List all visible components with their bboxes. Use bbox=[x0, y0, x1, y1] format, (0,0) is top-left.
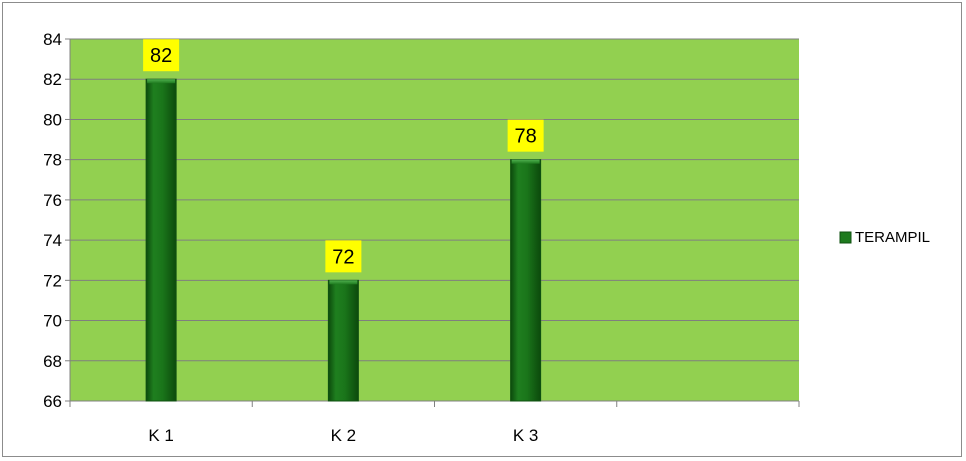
legend-swatch bbox=[839, 231, 852, 244]
data-label: 82 bbox=[150, 45, 172, 67]
data-label: 72 bbox=[332, 246, 354, 268]
y-tick-label: 66 bbox=[43, 392, 62, 411]
y-tick-label: 74 bbox=[43, 231, 62, 250]
x-axis: K 1 K 2 K 3 bbox=[69, 400, 800, 445]
bar-top-highlight bbox=[147, 79, 176, 84]
data-label-box bbox=[143, 39, 180, 72]
y-tick-label: 80 bbox=[43, 110, 62, 129]
bar bbox=[145, 78, 177, 402]
data-label-box bbox=[325, 240, 362, 273]
bar bbox=[327, 279, 359, 402]
bar-chart: 66 68 70 72 74 76 78 80 82 84 K 1 K 2 K 3 82 72 78 TE… bbox=[43, 30, 930, 445]
y-tick-label: 72 bbox=[43, 271, 62, 290]
y-tick-label: 70 bbox=[43, 312, 62, 331]
x-tick-label: K 1 bbox=[148, 426, 174, 445]
data-label: 78 bbox=[515, 126, 537, 148]
data-labels: 82 72 78 bbox=[143, 39, 544, 273]
y-tick-label: 78 bbox=[43, 151, 62, 170]
x-tick-label: K 2 bbox=[331, 426, 357, 445]
plot-area bbox=[70, 39, 799, 401]
y-tick-label: 76 bbox=[43, 191, 62, 210]
bar bbox=[510, 159, 542, 402]
gridlines bbox=[70, 38, 799, 362]
y-tick-label: 84 bbox=[43, 30, 62, 49]
legend-label: TERAMPIL bbox=[855, 229, 930, 246]
bar-top-highlight bbox=[329, 280, 358, 285]
x-tick-label: K 3 bbox=[513, 426, 539, 445]
y-tick-label: 68 bbox=[43, 352, 62, 371]
bars bbox=[145, 78, 542, 402]
legend: TERAMPIL bbox=[839, 229, 930, 246]
y-tick-label: 82 bbox=[43, 70, 62, 89]
data-label-box bbox=[507, 119, 544, 152]
bar-top-highlight bbox=[511, 159, 540, 164]
y-axis: 66 68 70 72 74 76 78 80 82 84 bbox=[43, 30, 71, 411]
